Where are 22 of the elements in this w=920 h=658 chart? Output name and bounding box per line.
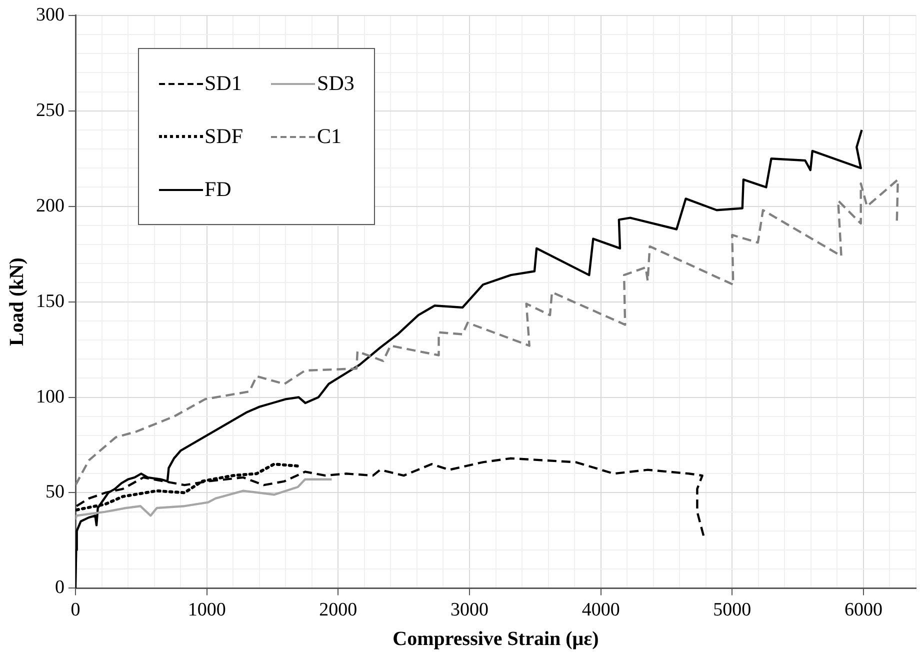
y-tick-label: 300 [36,4,64,26]
legend-label: SDF [204,124,244,150]
line-series [76,178,899,486]
y-tick-label: 100 [36,386,64,408]
legend-label: SD3 [317,71,354,96]
x-tick-label: 3000 [450,600,488,621]
x-tick-label: 1000 [188,600,226,621]
x-tick-label: 2000 [319,600,358,621]
y-tick-label: 200 [36,195,64,216]
x-tick-label: 6000 [844,600,882,621]
legend-label: C1 [317,124,342,150]
x-tick-label: 5000 [713,600,752,621]
x-tick-label: 4000 [582,600,620,621]
y-tick-label: 50 [46,482,64,503]
y-tick-label: 250 [36,100,64,121]
legend-label: FD [204,177,232,202]
y-tick-label: 0 [55,577,64,598]
x-tick-label: 0 [70,600,80,621]
y-tick-label: 150 [36,290,64,312]
y-axis-title: Load (kN) [6,258,28,346]
legend-label: SD1 [204,71,242,96]
x-axis-title: Compressive Strain (με) [392,628,599,650]
